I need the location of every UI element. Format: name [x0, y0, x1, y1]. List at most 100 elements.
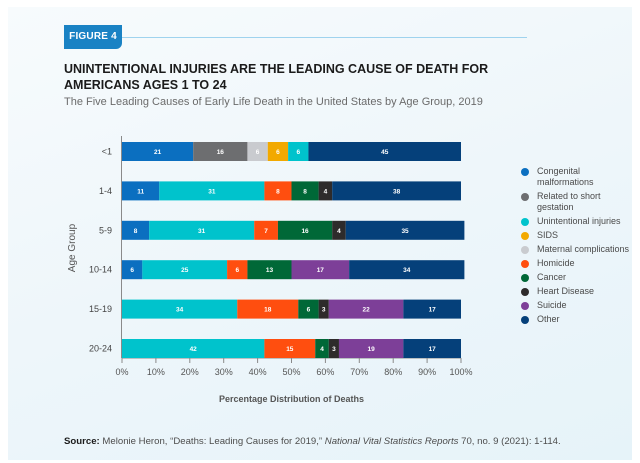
x-tick-label: 20%	[181, 367, 199, 377]
y-tick-label: 1-4	[99, 186, 112, 196]
source-label: Source:	[64, 436, 100, 447]
legend-label: Congenital malformations	[537, 166, 594, 187]
bar-segment	[122, 339, 265, 358]
bar-segment	[193, 142, 248, 161]
y-axis-title: Age Group	[67, 223, 78, 272]
bar-segment	[122, 181, 160, 201]
x-tick-label: 60%	[316, 367, 334, 377]
data-label: 13	[266, 267, 274, 274]
legend-label: Related to short gestation	[537, 191, 601, 212]
data-label: 7	[264, 228, 268, 235]
bar-segment	[122, 299, 238, 319]
legend-item: Suicide	[521, 300, 631, 311]
bar-segment	[291, 260, 350, 280]
data-label: 34	[403, 267, 411, 274]
legend-item: SIDS	[521, 230, 631, 241]
bar-segment	[264, 181, 292, 201]
chart-subtitle: The Five Leading Causes of Early Life De…	[64, 96, 483, 108]
data-label: 3	[322, 307, 326, 314]
legend-label: Heart Disease	[537, 286, 595, 296]
legend-label: SIDS	[537, 230, 559, 240]
x-tick-label: 80%	[384, 367, 402, 377]
data-label: 31	[198, 228, 206, 235]
x-tick-label: 70%	[350, 367, 368, 377]
chart-title: UNINTENTIONAL INJURIES ARE THE LEADING C…	[64, 62, 489, 92]
data-label: 4	[337, 228, 341, 235]
legend-item: Related to short gestation	[521, 191, 631, 213]
data-label: 8	[276, 188, 280, 195]
legend-label: Suicide	[537, 300, 567, 310]
x-tick-label: 0%	[115, 367, 128, 377]
bar-segment	[308, 142, 461, 161]
bar-segment	[403, 339, 461, 358]
data-label: 34	[176, 307, 184, 314]
bar-segment	[159, 181, 265, 201]
bar-segment	[122, 260, 143, 280]
x-tick-label: 50%	[282, 367, 300, 377]
bar-segment	[264, 339, 316, 358]
x-tick-label: 40%	[249, 367, 267, 377]
legend-label: Maternal complications	[537, 244, 630, 254]
y-tick-label: 10-14	[89, 265, 112, 275]
bar-segment	[267, 142, 289, 161]
data-label: 8	[134, 228, 138, 235]
bar-segment	[315, 339, 329, 358]
bar-segment	[122, 142, 194, 161]
legend-swatch	[521, 316, 529, 324]
data-label: 45	[381, 149, 389, 156]
data-label: 38	[393, 188, 401, 195]
data-label: 6	[296, 149, 300, 156]
legend: Congenital malformations Related to short…	[521, 166, 631, 328]
legend-swatch	[521, 302, 529, 310]
legend-swatch	[521, 288, 529, 296]
data-label: 31	[208, 188, 216, 195]
y-tick-label: 5-9	[99, 225, 112, 235]
bar-segment	[318, 181, 333, 201]
legend-swatch	[521, 274, 529, 282]
bar-segment	[349, 260, 465, 280]
bar-segment	[247, 260, 292, 280]
legend-label: Homicide	[537, 258, 575, 268]
legend-label: Cancer	[537, 272, 567, 282]
legend-swatch	[521, 218, 529, 226]
source-text: Melonie Heron, “Deaths: Leading Causes f…	[99, 436, 325, 447]
bar-segment	[403, 299, 461, 319]
legend-swatch	[521, 246, 529, 254]
y-tick-label: 15-19	[89, 304, 112, 314]
bar-segment	[149, 220, 255, 240]
bar-segment	[254, 220, 278, 240]
bar-segment	[122, 220, 150, 240]
legend-item: Unintentional injuries	[521, 216, 631, 227]
data-label: 42	[190, 346, 198, 353]
x-tick-label: 30%	[215, 367, 233, 377]
data-label: 17	[429, 346, 437, 353]
legend-swatch	[521, 232, 529, 240]
data-label: 17	[317, 267, 325, 274]
bar-segment	[291, 181, 319, 201]
data-label: 11	[137, 188, 144, 195]
legend-item: Maternal complications	[521, 244, 631, 255]
data-label: 17	[429, 307, 437, 314]
legend-label: Unintentional injuries	[537, 216, 621, 226]
data-label: 6	[235, 267, 239, 274]
figure-rule	[122, 37, 527, 38]
x-axis-title: Percentage Distribution of Deaths	[219, 394, 364, 404]
y-tick-label: 20-24	[89, 344, 112, 354]
legend-swatch	[521, 193, 529, 201]
source-note: Source: Melonie Heron, “Deaths: Leading …	[64, 436, 561, 447]
bar-segment	[277, 220, 333, 240]
bar-segment	[345, 220, 465, 240]
legend-item: Homicide	[521, 258, 631, 269]
data-label: 3	[332, 346, 336, 353]
bar-segment	[227, 260, 248, 280]
data-label: 22	[362, 307, 370, 314]
bar-segment	[338, 339, 404, 358]
data-label: 16	[217, 149, 225, 156]
data-label: 4	[320, 346, 324, 353]
data-label: 16	[301, 228, 309, 235]
legend-swatch	[521, 260, 529, 268]
bar-segment	[328, 339, 339, 358]
data-label: 35	[401, 228, 409, 235]
data-label: 6	[130, 267, 134, 274]
